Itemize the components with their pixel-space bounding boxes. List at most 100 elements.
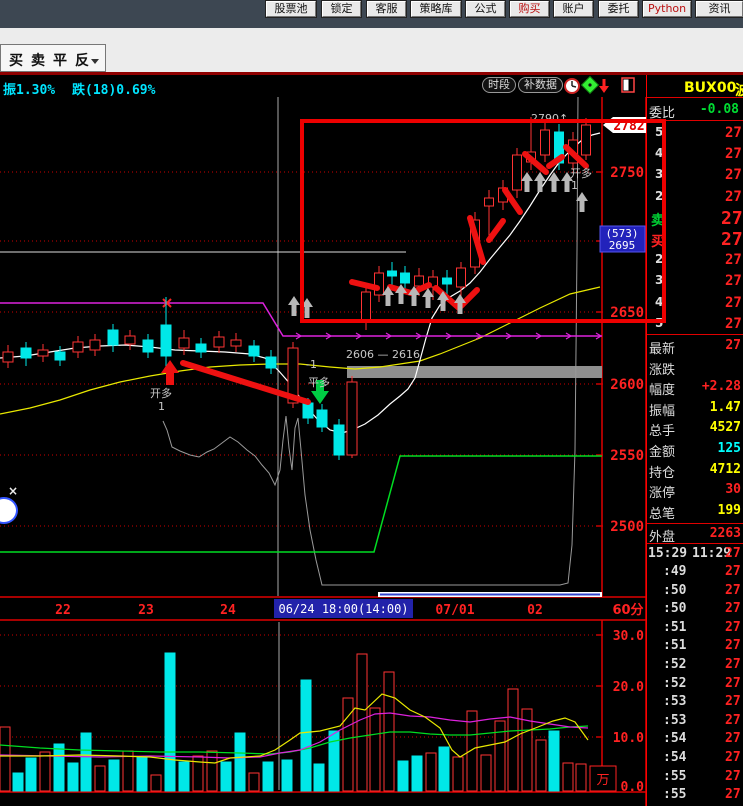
- fill-data-button[interactable]: 补数据: [518, 77, 563, 93]
- candle: [581, 124, 591, 156]
- assistant-bubble[interactable]: [0, 497, 18, 524]
- candle: [512, 154, 522, 191]
- tick-time: :52: [663, 675, 687, 691]
- divider: [0, 72, 743, 75]
- volume-bar: [494, 720, 506, 792]
- volume-bar: [452, 756, 464, 792]
- toolbar-button-锁定[interactable]: 锁定: [321, 0, 362, 18]
- toolbar-button-客服[interactable]: 客服: [366, 0, 407, 18]
- tick-time: :54: [663, 750, 687, 765]
- ladder-tag: 卖: [651, 212, 665, 229]
- trade-tab-卖[interactable]: 卖: [31, 53, 45, 69]
- ladder-tag: 3: [655, 167, 664, 182]
- chevron-down-icon[interactable]: [91, 59, 99, 64]
- arrow-down-icon[interactable]: [599, 79, 609, 93]
- volume-bar: [248, 772, 260, 792]
- candle: [160, 324, 172, 357]
- volume-label: 30.0: [613, 629, 644, 644]
- trade-tab-反[interactable]: 反: [75, 53, 89, 69]
- price-label: 2500: [610, 519, 644, 535]
- info-value: 1.47: [709, 399, 741, 415]
- up-arrow-icon: [561, 172, 573, 192]
- ray-arrowhead: [415, 332, 423, 340]
- weibi-label: 委比: [649, 106, 676, 121]
- ladder-tag: 4: [655, 146, 664, 161]
- info-label-振幅: 振幅: [649, 403, 676, 419]
- open-interest-line: [162, 94, 579, 586]
- toolbar-button-账户[interactable]: 账户: [553, 0, 594, 18]
- tick-time: :53: [663, 694, 687, 710]
- up-arrow-icon: [395, 284, 407, 304]
- candle: [20, 347, 32, 359]
- candle: [2, 351, 14, 363]
- tick-price: 27: [725, 564, 741, 579]
- candle: [456, 267, 466, 288]
- trade-direction-box[interactable]: 买卖平反: [0, 44, 106, 72]
- trade-tab-买[interactable]: 买: [9, 53, 23, 69]
- volume-bar: [94, 765, 106, 792]
- candle: [374, 272, 384, 296]
- ladder-tag: 买: [651, 234, 665, 250]
- candle: [124, 335, 136, 345]
- trade-tab-平[interactable]: 平: [53, 53, 67, 69]
- ladder-tag: 3: [655, 273, 664, 288]
- ladder-tag: 5: [655, 315, 664, 330]
- tick-price: 27: [725, 675, 741, 691]
- volume-bar: [80, 732, 92, 792]
- tick-price: 27: [725, 750, 741, 765]
- gray-zone: [347, 366, 602, 378]
- ladder-tag: 4: [655, 294, 664, 309]
- candle: [37, 349, 49, 357]
- tick-time: :55: [663, 768, 687, 784]
- ladder-price: 27: [725, 294, 742, 311]
- tick-price: 27: [725, 582, 741, 598]
- timeframe-button[interactable]: 时段: [482, 77, 516, 93]
- toolbar-button-资讯[interactable]: 资讯: [695, 0, 743, 18]
- candle: [265, 356, 277, 369]
- ladder-price: 27: [725, 252, 742, 269]
- volume-bar: [342, 697, 354, 792]
- info-label-涨停: 涨停: [649, 486, 676, 502]
- volume-bar: [313, 763, 325, 792]
- ladder-price: 27: [725, 146, 742, 163]
- up-arrow-icon: [408, 286, 420, 306]
- tick-time: :50: [663, 582, 687, 598]
- clock-icon[interactable]: [564, 78, 580, 94]
- candle: [414, 275, 424, 287]
- annotation-text: -1: [306, 358, 317, 371]
- toolbar-button-策略库[interactable]: 策略库: [410, 0, 462, 18]
- toolbar-button-委托[interactable]: 委托: [598, 0, 639, 18]
- cost-price: 2695: [609, 239, 636, 252]
- window-icon[interactable]: [621, 77, 635, 93]
- symbol-title: BUX00: [684, 80, 737, 96]
- annotation-text: 开多: [150, 386, 172, 400]
- annotation-text: 开多: [570, 166, 592, 180]
- toolbar-button-购买[interactable]: 购买: [509, 0, 550, 18]
- close-icon[interactable]: ×: [8, 484, 19, 498]
- date-label: 23: [138, 603, 154, 618]
- toolbar-button-Python[interactable]: Python: [642, 0, 692, 18]
- volume-bar: [262, 761, 274, 792]
- candle: [72, 341, 84, 353]
- unit-box: [589, 765, 617, 792]
- volume-bar: [466, 710, 478, 792]
- tick-cell: 27: [725, 546, 741, 561]
- volume-unit: 万: [596, 773, 609, 788]
- waipan-value: 2263: [709, 526, 741, 541]
- tick-price: 27: [725, 638, 741, 654]
- period-label[interactable]: 60分: [612, 602, 643, 618]
- toolbar-button-股票池[interactable]: 股票池: [265, 0, 317, 18]
- diamond-icon[interactable]: [580, 75, 600, 95]
- info-value: 27: [725, 338, 741, 353]
- volume-bar: [328, 730, 340, 792]
- top-toolbar: 股票池 锁定 客服 策略库 公式 购买 账户 委托 Python 资讯: [0, 0, 743, 28]
- candle: [287, 347, 299, 404]
- tick-price: 27: [725, 694, 741, 710]
- candle: [248, 345, 260, 357]
- toolbar-button-公式[interactable]: 公式: [465, 0, 506, 18]
- ladder-price: 27: [725, 273, 742, 290]
- info-value: 30: [725, 482, 741, 498]
- candle: [387, 270, 397, 277]
- header-icons: [564, 75, 635, 95]
- date-axis: 22 23 24 07/01 02 06/24 18:00(14:00) 60分: [55, 599, 644, 618]
